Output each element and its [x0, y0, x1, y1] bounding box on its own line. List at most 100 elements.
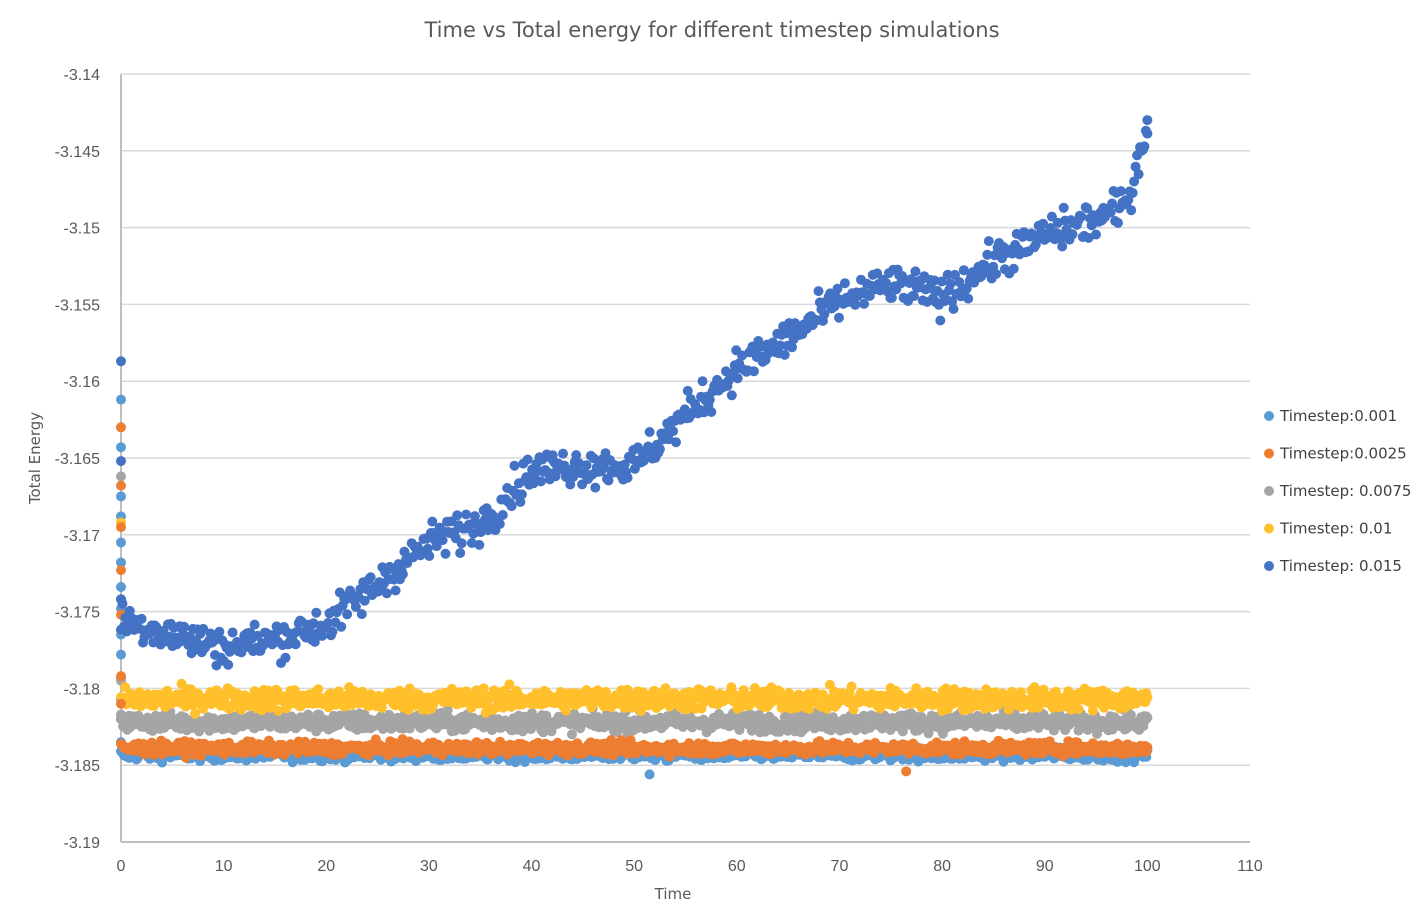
legend-item[interactable]: Timestep: 0.0075 [1264, 482, 1411, 500]
data-point [848, 704, 859, 715]
legend-marker-icon [1264, 523, 1274, 534]
data-point [313, 684, 324, 695]
data-point [424, 551, 435, 561]
data-point [179, 621, 190, 632]
data-point [1127, 187, 1138, 198]
data-point [664, 751, 675, 762]
data-point [779, 349, 790, 360]
data-point [886, 292, 897, 303]
data-point [223, 659, 234, 670]
data-point [558, 448, 568, 459]
x-axis-label: Time [654, 885, 692, 903]
data-point [1142, 692, 1153, 703]
data-point [136, 613, 147, 624]
legend-item[interactable]: Timestep:0.001 [1264, 407, 1397, 425]
data-point [872, 268, 883, 279]
series-3 [116, 517, 1153, 719]
data-point [947, 296, 958, 307]
data-point [1033, 702, 1044, 713]
data-point [813, 286, 824, 297]
legend-marker-icon [1264, 411, 1274, 421]
data-point [1139, 141, 1150, 152]
y-tick-label: -3.155 [55, 297, 100, 314]
legend-marker-icon [1264, 561, 1274, 571]
legend-item[interactable]: Timestep:0.0025 [1264, 445, 1407, 463]
data-point [350, 601, 361, 612]
data-point [116, 594, 126, 605]
data-point [483, 525, 494, 535]
data-point [116, 442, 126, 453]
data-point [706, 407, 717, 417]
data-point [461, 509, 472, 520]
series-4 [116, 115, 1153, 671]
data-point [644, 427, 655, 437]
y-tick-label: -3.185 [55, 758, 100, 775]
data-point [515, 497, 526, 507]
legend-label: Timestep:0.0025 [1279, 445, 1407, 463]
data-point [732, 373, 743, 384]
data-point [509, 460, 520, 471]
data-point [897, 726, 908, 737]
data-point [1073, 704, 1084, 715]
data-point [116, 456, 126, 467]
data-point [649, 685, 660, 696]
data-point [679, 404, 690, 415]
data-point [945, 278, 956, 289]
data-point [629, 463, 640, 474]
data-point [456, 538, 467, 549]
data-point [1067, 229, 1078, 240]
data-point [116, 582, 126, 593]
data-point [567, 729, 577, 740]
legend-label: Timestep: 0.01 [1279, 520, 1392, 538]
data-point [697, 376, 708, 387]
data-point [249, 619, 260, 630]
data-point [504, 679, 515, 690]
x-tick-label: 10 [215, 858, 233, 875]
data-point [116, 356, 126, 367]
data-point [1142, 742, 1153, 753]
data-point [273, 705, 284, 716]
data-point [982, 249, 993, 260]
data-point [342, 609, 353, 620]
data-point [442, 705, 453, 716]
data-point [327, 626, 338, 637]
data-point [311, 607, 322, 618]
legend-label: Timestep: 0.0075 [1279, 482, 1411, 500]
data-point [116, 649, 126, 660]
legend-item[interactable]: Timestep: 0.01 [1264, 520, 1392, 538]
data-point [682, 385, 693, 396]
data-point [116, 698, 126, 709]
data-point [290, 639, 301, 650]
legend-item[interactable]: Timestep: 0.015 [1264, 557, 1402, 575]
data-point [440, 548, 451, 559]
data-point [560, 705, 571, 716]
x-tick-label: 70 [831, 858, 849, 875]
data-point [1055, 233, 1066, 244]
data-point [654, 444, 665, 455]
data-point [834, 312, 844, 323]
data-point [356, 609, 367, 620]
data-point [116, 565, 126, 576]
data-point [950, 269, 960, 280]
data-point [590, 482, 601, 493]
legend-label: Timestep:0.001 [1279, 407, 1397, 425]
series-2 [116, 471, 1153, 740]
y-axis-label: Total Energy [26, 412, 44, 505]
data-point [1142, 128, 1153, 139]
data-point [280, 652, 291, 663]
data-point [116, 557, 126, 568]
x-tick-label: 60 [728, 858, 746, 875]
data-point [991, 269, 1002, 279]
data-point [603, 475, 614, 486]
data-points [116, 115, 1153, 780]
data-point [881, 277, 891, 288]
y-tick-label: -3.17 [64, 528, 101, 545]
y-tick-label: -3.175 [55, 605, 100, 622]
data-point [198, 623, 209, 634]
data-point [923, 728, 934, 739]
series-1 [116, 422, 1153, 777]
data-point [317, 630, 328, 641]
data-point [1107, 198, 1118, 209]
data-point [644, 769, 655, 780]
data-point [1115, 186, 1126, 197]
